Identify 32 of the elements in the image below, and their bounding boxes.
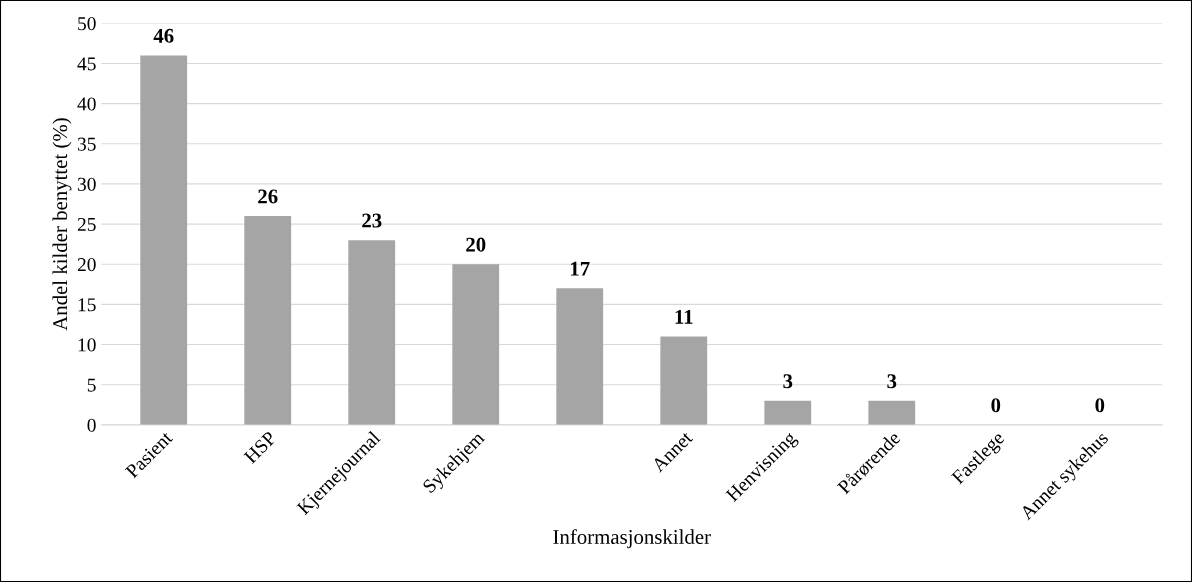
data-label: 3: [783, 374, 793, 389]
y-axis-title: Andel kilder benyttet (%): [52, 118, 72, 331]
y-tick-label: 25: [77, 217, 96, 232]
y-tick-label: 0: [87, 418, 96, 432]
x-axis-title: Informasjonskilder: [553, 529, 711, 549]
y-tick-label: 45: [77, 57, 96, 71]
y-tick-label: 5: [87, 378, 96, 392]
bar: [556, 288, 604, 425]
data-label: 26: [258, 189, 278, 204]
y-tick-label: 15: [78, 298, 96, 312]
data-label: 0: [991, 398, 1001, 413]
data-label: 11: [675, 309, 693, 324]
y-tick-label: 40: [77, 97, 96, 111]
y-tick-label: 10: [78, 338, 96, 352]
bar: [140, 55, 188, 425]
y-tick-label: 50: [78, 17, 96, 31]
y-tick-label: 30: [77, 177, 96, 191]
bar: [244, 216, 292, 425]
bar: [868, 400, 916, 425]
bar: [348, 240, 396, 425]
y-tick-label: 20: [77, 258, 96, 272]
bar: [764, 400, 812, 425]
data-label: 3: [887, 374, 897, 389]
data-label: 20: [466, 237, 486, 252]
bar: [660, 336, 708, 425]
x-tick-label: HSP: [243, 430, 277, 465]
y-tick-label: 35: [77, 137, 96, 151]
data-label: 46: [153, 28, 174, 43]
data-label: 23: [362, 213, 382, 228]
bar: [452, 264, 500, 425]
data-label: 0: [1095, 398, 1105, 413]
data-label: 17: [571, 261, 590, 276]
